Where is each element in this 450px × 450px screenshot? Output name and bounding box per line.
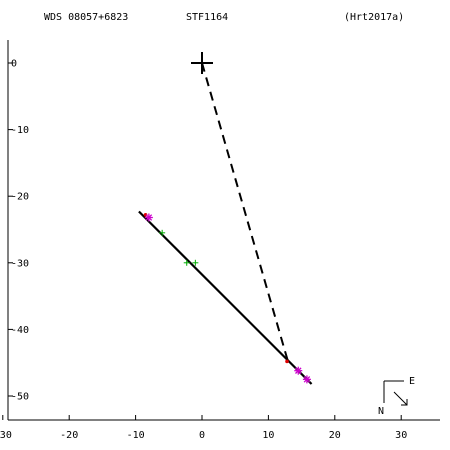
compass-east-label: E <box>409 376 415 387</box>
measure-point-magenta <box>302 375 311 384</box>
plot-lines <box>138 62 313 385</box>
magenta-star-stroke <box>145 214 153 221</box>
measure-point-magenta <box>294 366 303 375</box>
plot-marks <box>143 52 311 384</box>
y-tick-label: -50 <box>11 392 29 403</box>
reference-label: (Hrt2017a) <box>344 12 404 23</box>
x-tick-label: 0 <box>199 430 205 441</box>
x-tick-label: 20 <box>329 430 341 441</box>
x-tick-label: -20 <box>60 430 78 441</box>
wds-label: WDS 08057+6823 <box>44 12 128 23</box>
y-tick-label: -40 <box>11 325 29 336</box>
compass-north-label: N <box>378 406 384 417</box>
y-tick-label: -10 <box>11 125 29 136</box>
orbit-line <box>138 210 313 385</box>
axes: 0 -10 -20 -30 -40 -50 -30 -20 -10 0 10 20 30 <box>0 40 440 441</box>
compass: E N <box>378 376 415 417</box>
x-tick-label: 10 <box>262 430 274 441</box>
y-tick-label: -30 <box>11 258 29 269</box>
discoverer-label: STF1164 <box>186 12 228 23</box>
y-tick-label: -20 <box>11 192 29 203</box>
compass-direction-arrow <box>393 391 408 406</box>
periastron-dashed-line <box>201 62 290 363</box>
magenta-star-stroke <box>303 376 311 383</box>
magenta-star-stroke <box>295 367 302 374</box>
x-tick-label: -30 <box>0 430 12 441</box>
measure-point-magenta <box>144 213 153 222</box>
x-tick-label: 30 <box>395 430 407 441</box>
y-tick-label: 0 <box>11 59 17 70</box>
compass-arrow-head <box>401 399 408 406</box>
x-tick-label: -10 <box>127 430 145 441</box>
measure-point-red <box>285 359 289 364</box>
